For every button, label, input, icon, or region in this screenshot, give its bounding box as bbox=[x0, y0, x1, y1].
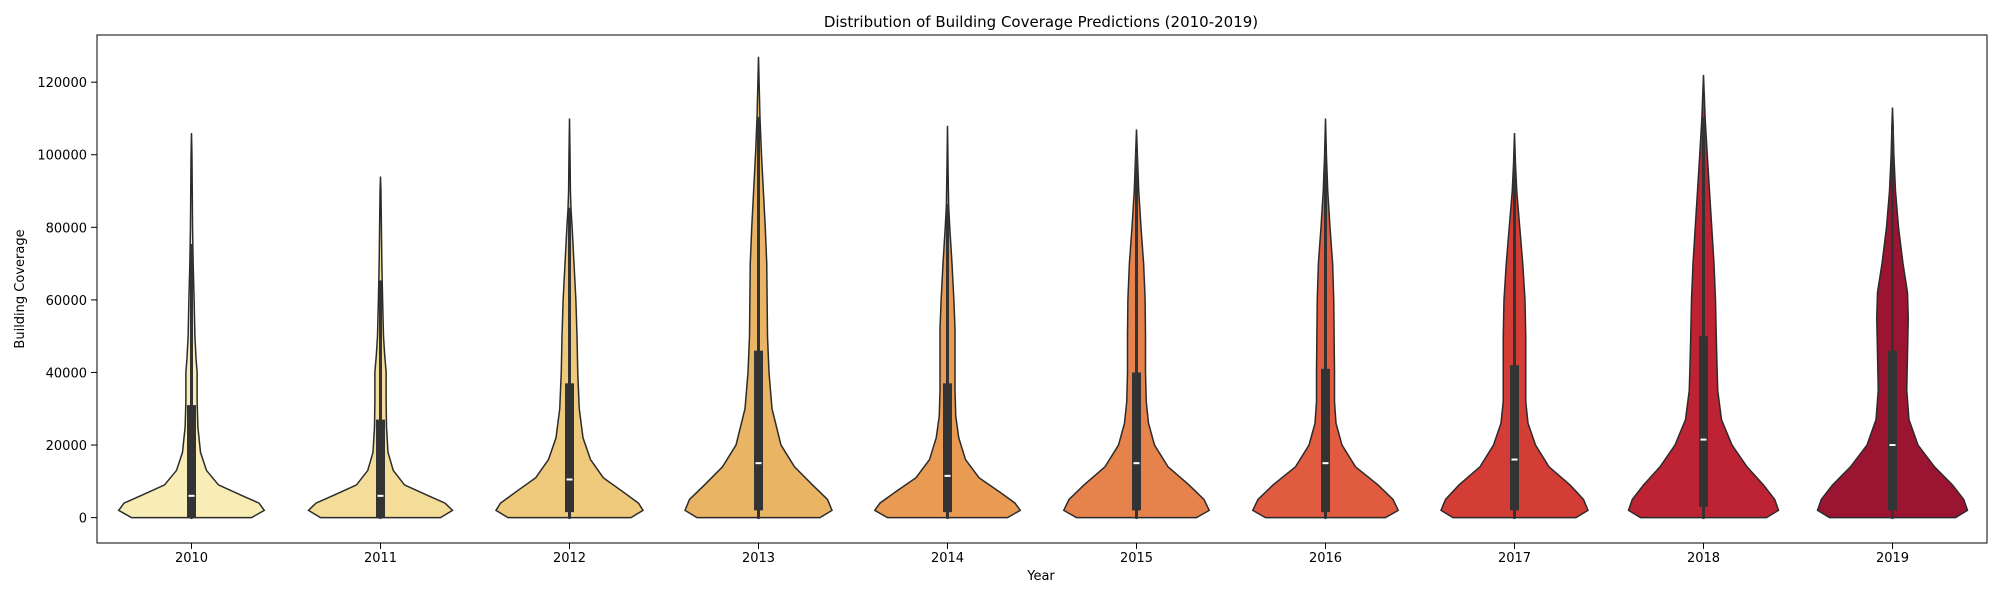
violin-2010 bbox=[117, 132, 266, 520]
plot-frame bbox=[96, 34, 1988, 544]
violin-2019 bbox=[1816, 107, 1969, 520]
x-tick-label-2014: 2014 bbox=[931, 551, 964, 566]
violin-2015 bbox=[1062, 129, 1211, 520]
x-tick-label-2018: 2018 bbox=[1687, 551, 1720, 566]
x-axis-label: Year bbox=[1026, 569, 1055, 584]
y-tick-label-4: 80000 bbox=[46, 221, 87, 236]
violin-2013 bbox=[684, 56, 833, 520]
x-tick-label-2012: 2012 bbox=[553, 551, 586, 566]
violin-2012 bbox=[494, 118, 645, 520]
y-axis-label: Building Coverage bbox=[13, 229, 28, 348]
iqr-box-2014 bbox=[943, 383, 952, 513]
violin-2014 bbox=[873, 125, 1022, 520]
chart-title: Distribution of Building Coverage Predic… bbox=[824, 13, 1258, 31]
x-axis: 2010 2011 2012 2013 2014 2015 2016 2017 2018 2019 bbox=[175, 543, 1909, 566]
iqr-box-2016 bbox=[1321, 368, 1330, 513]
iqr-box-2011 bbox=[376, 419, 385, 518]
x-tick-label-2017: 2017 bbox=[1498, 551, 1531, 566]
x-tick-label-2019: 2019 bbox=[1876, 551, 1909, 566]
x-tick-label-2010: 2010 bbox=[175, 551, 208, 566]
violin-2018 bbox=[1627, 74, 1780, 520]
y-tick-label-5: 100000 bbox=[37, 149, 87, 164]
y-tick-label-0: 0 bbox=[79, 512, 87, 527]
x-tick-label-2013: 2013 bbox=[742, 551, 775, 566]
iqr-box-2012 bbox=[565, 383, 574, 513]
iqr-box-2018 bbox=[1699, 336, 1708, 507]
y-axis: 0 20000 40000 60000 80000 100000 120000 bbox=[37, 76, 97, 527]
y-tick-label-6: 120000 bbox=[37, 76, 87, 91]
violins-layer bbox=[117, 56, 1969, 520]
iqr-box-2015 bbox=[1132, 372, 1141, 511]
x-tick-label-2011: 2011 bbox=[364, 551, 397, 566]
iqr-box-2010 bbox=[187, 405, 196, 518]
iqr-box-2019 bbox=[1888, 350, 1897, 511]
x-tick-label-2016: 2016 bbox=[1309, 551, 1342, 566]
x-tick-label-2015: 2015 bbox=[1120, 551, 1153, 566]
iqr-box-2013 bbox=[754, 350, 763, 511]
y-tick-label-3: 60000 bbox=[46, 294, 87, 309]
violin-2016 bbox=[1251, 118, 1400, 520]
y-tick-label-2: 40000 bbox=[46, 366, 87, 381]
iqr-box-2017 bbox=[1510, 365, 1519, 511]
violin-2011 bbox=[307, 176, 454, 520]
violin-2017 bbox=[1440, 132, 1589, 520]
y-tick-label-1: 20000 bbox=[46, 439, 87, 454]
